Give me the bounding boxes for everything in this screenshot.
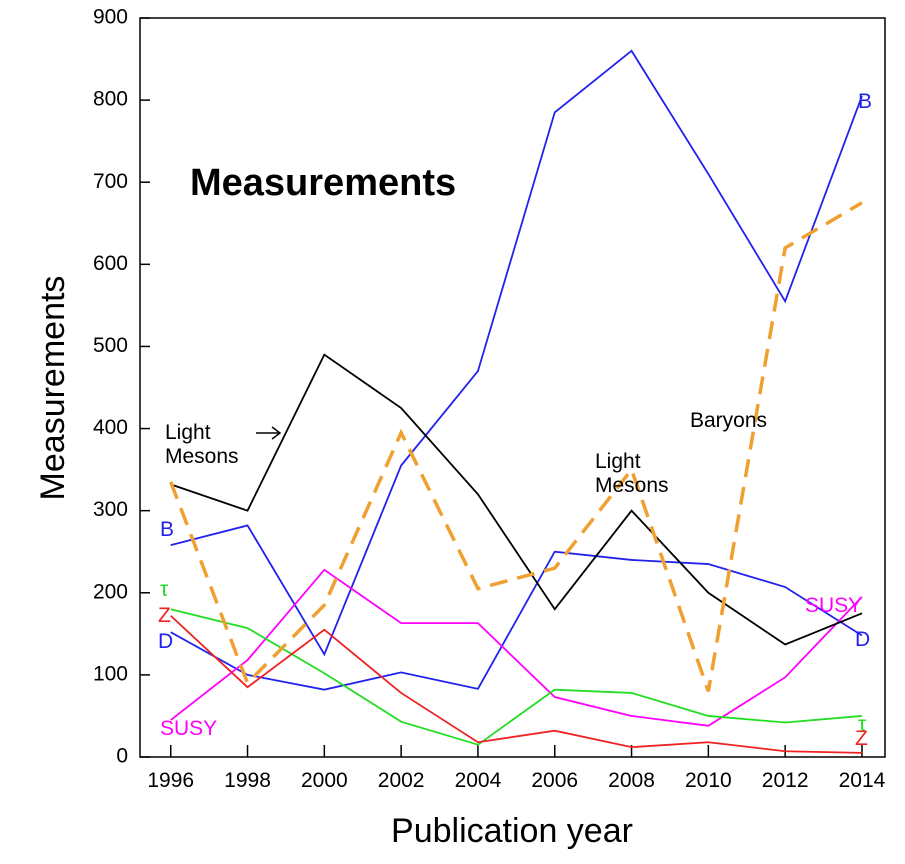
series-label: Baryons bbox=[690, 409, 768, 432]
series-label: D bbox=[158, 630, 174, 653]
series-line bbox=[170, 608, 863, 746]
series-label: Z bbox=[855, 727, 868, 750]
series-label: τ bbox=[160, 578, 169, 601]
plot-frame bbox=[139, 17, 886, 758]
x-tick-label: 2004 bbox=[455, 769, 502, 792]
y-tick-label: 300 bbox=[93, 498, 128, 521]
y-tick-label: 200 bbox=[93, 580, 128, 603]
x-tick-label: 2008 bbox=[608, 769, 655, 792]
series-label: SUSY bbox=[805, 594, 863, 617]
x-tick-label: 2010 bbox=[685, 769, 732, 792]
series-line bbox=[170, 568, 863, 727]
series-label: D bbox=[855, 628, 871, 651]
x-tick-label: 2006 bbox=[531, 769, 578, 792]
x-axis-label: Publication year bbox=[391, 812, 633, 850]
series-label: τ bbox=[858, 713, 867, 736]
series-label: Light Mesons bbox=[595, 450, 669, 497]
series-label: Z bbox=[158, 604, 171, 627]
x-tick-label: 2014 bbox=[839, 769, 886, 792]
x-tick-label: 1996 bbox=[147, 769, 194, 792]
series-line bbox=[170, 353, 863, 646]
series-label: B bbox=[160, 518, 175, 541]
series-label: SUSY bbox=[160, 717, 218, 740]
y-tick-label: 500 bbox=[93, 334, 128, 357]
y-tick-label: 900 bbox=[93, 6, 128, 29]
x-tick-label: 2002 bbox=[378, 769, 425, 792]
arrow-head bbox=[271, 426, 282, 440]
x-tick-label: 2012 bbox=[762, 769, 809, 792]
y-tick-label: 400 bbox=[93, 416, 128, 439]
series-line bbox=[170, 49, 863, 657]
y-tick-label: 800 bbox=[93, 88, 128, 111]
series-line bbox=[170, 615, 862, 754]
x-tick-label: 1998 bbox=[224, 769, 271, 792]
chart-title: Measurements bbox=[190, 162, 456, 204]
series-line bbox=[169, 201, 863, 692]
series-label: B bbox=[858, 90, 873, 113]
y-tick-label: 600 bbox=[93, 252, 128, 275]
y-axis-label: Measurements bbox=[34, 276, 72, 501]
y-tick-label: 100 bbox=[93, 662, 128, 685]
x-tick-label: 2000 bbox=[301, 769, 348, 792]
series-line bbox=[170, 550, 863, 691]
y-tick-label: 0 bbox=[116, 745, 128, 768]
y-tick-label: 700 bbox=[93, 170, 128, 193]
series-label: Light Mesons bbox=[165, 421, 239, 468]
